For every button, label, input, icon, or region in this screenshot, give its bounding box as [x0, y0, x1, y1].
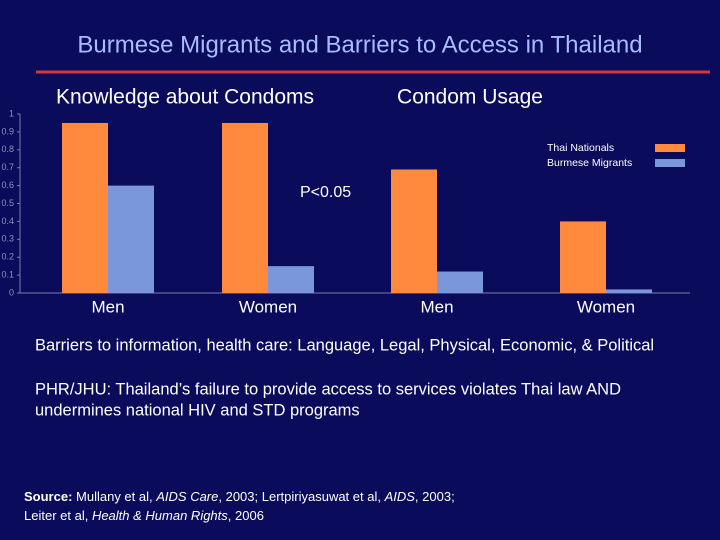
source-text: Leiter et al, Health & Human Rights, 200… — [24, 508, 264, 523]
bar — [437, 271, 483, 293]
bar — [108, 185, 154, 293]
x-tick-label: Women — [577, 297, 635, 316]
group-label: Knowledge about Condoms — [56, 86, 314, 109]
y-tick-label: 0.2 — [1, 252, 14, 262]
legend-swatch — [655, 144, 685, 152]
legend-label: Burmese Migrants — [547, 157, 632, 169]
y-tick-label: 0.5 — [1, 198, 14, 208]
barriers-text: Barriers to information, health care: La… — [35, 336, 654, 354]
annotation: P<0.05 — [300, 184, 351, 201]
x-tick-label: Women — [239, 297, 297, 316]
y-tick-label: 0.8 — [1, 144, 14, 154]
bar — [62, 122, 108, 293]
slide-title: Burmese Migrants and Barriers to Access … — [77, 31, 642, 58]
legend-label: Thai Nationals — [547, 142, 614, 154]
bar — [606, 289, 652, 293]
bar — [391, 169, 437, 293]
x-tick-label: Men — [91, 297, 124, 316]
y-tick-label: 0.6 — [1, 180, 14, 190]
x-tick-label: Men — [420, 297, 453, 316]
phr-text: PHR/JHU: Thailand’s failure to provide a… — [35, 380, 621, 398]
group-label: Condom Usage — [397, 86, 543, 109]
bar — [222, 122, 268, 293]
y-tick-label: 0.1 — [1, 269, 14, 279]
y-tick-label: 1 — [9, 108, 14, 118]
y-tick-label: 0.3 — [1, 234, 14, 244]
y-tick-label: 0.9 — [1, 126, 14, 136]
y-tick-label: 0.7 — [1, 162, 14, 172]
y-tick-label: 0 — [9, 287, 14, 297]
bar — [560, 221, 606, 293]
y-tick-label: 0.4 — [1, 216, 14, 226]
phr-text: undermines national HIV and STD programs — [35, 401, 360, 419]
legend-swatch — [655, 159, 685, 167]
bar — [268, 266, 314, 293]
source-text: Source: Mullany et al, AIDS Care, 2003; … — [24, 489, 455, 504]
